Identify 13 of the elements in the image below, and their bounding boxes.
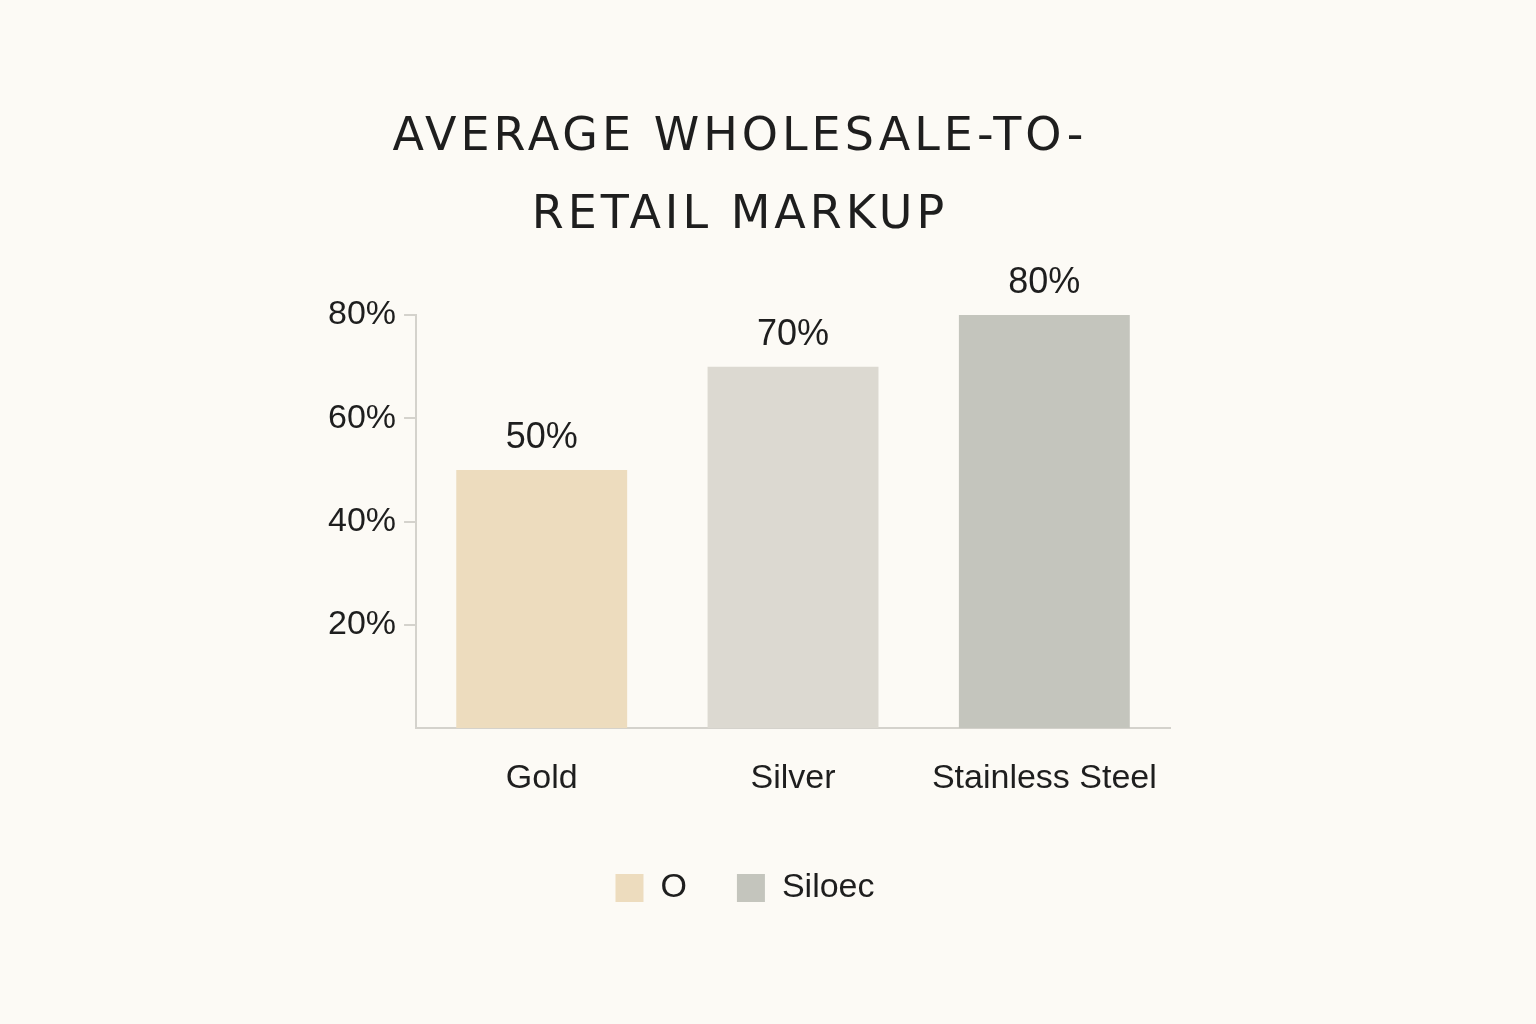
y-tick-label: 60% [327, 396, 397, 435]
y-tick-label: 40% [327, 499, 397, 538]
y-tick-label: 20% [327, 603, 397, 642]
chart-title: AVERAGE WHOLESALE-TO-RETAIL MARKUP [391, 106, 1089, 241]
data-label: 70% [756, 311, 830, 353]
data-label: 80% [1008, 259, 1081, 301]
x-tick-label: Silver [750, 756, 836, 795]
x-tick-label: Gold [505, 756, 578, 795]
x-tick-label: Stainless Steel [931, 756, 1157, 795]
legend-label: O [660, 866, 687, 905]
y-tick-label: 80% [327, 293, 397, 332]
data-label: 50% [505, 414, 578, 456]
legend-label: Siloec [781, 866, 875, 905]
